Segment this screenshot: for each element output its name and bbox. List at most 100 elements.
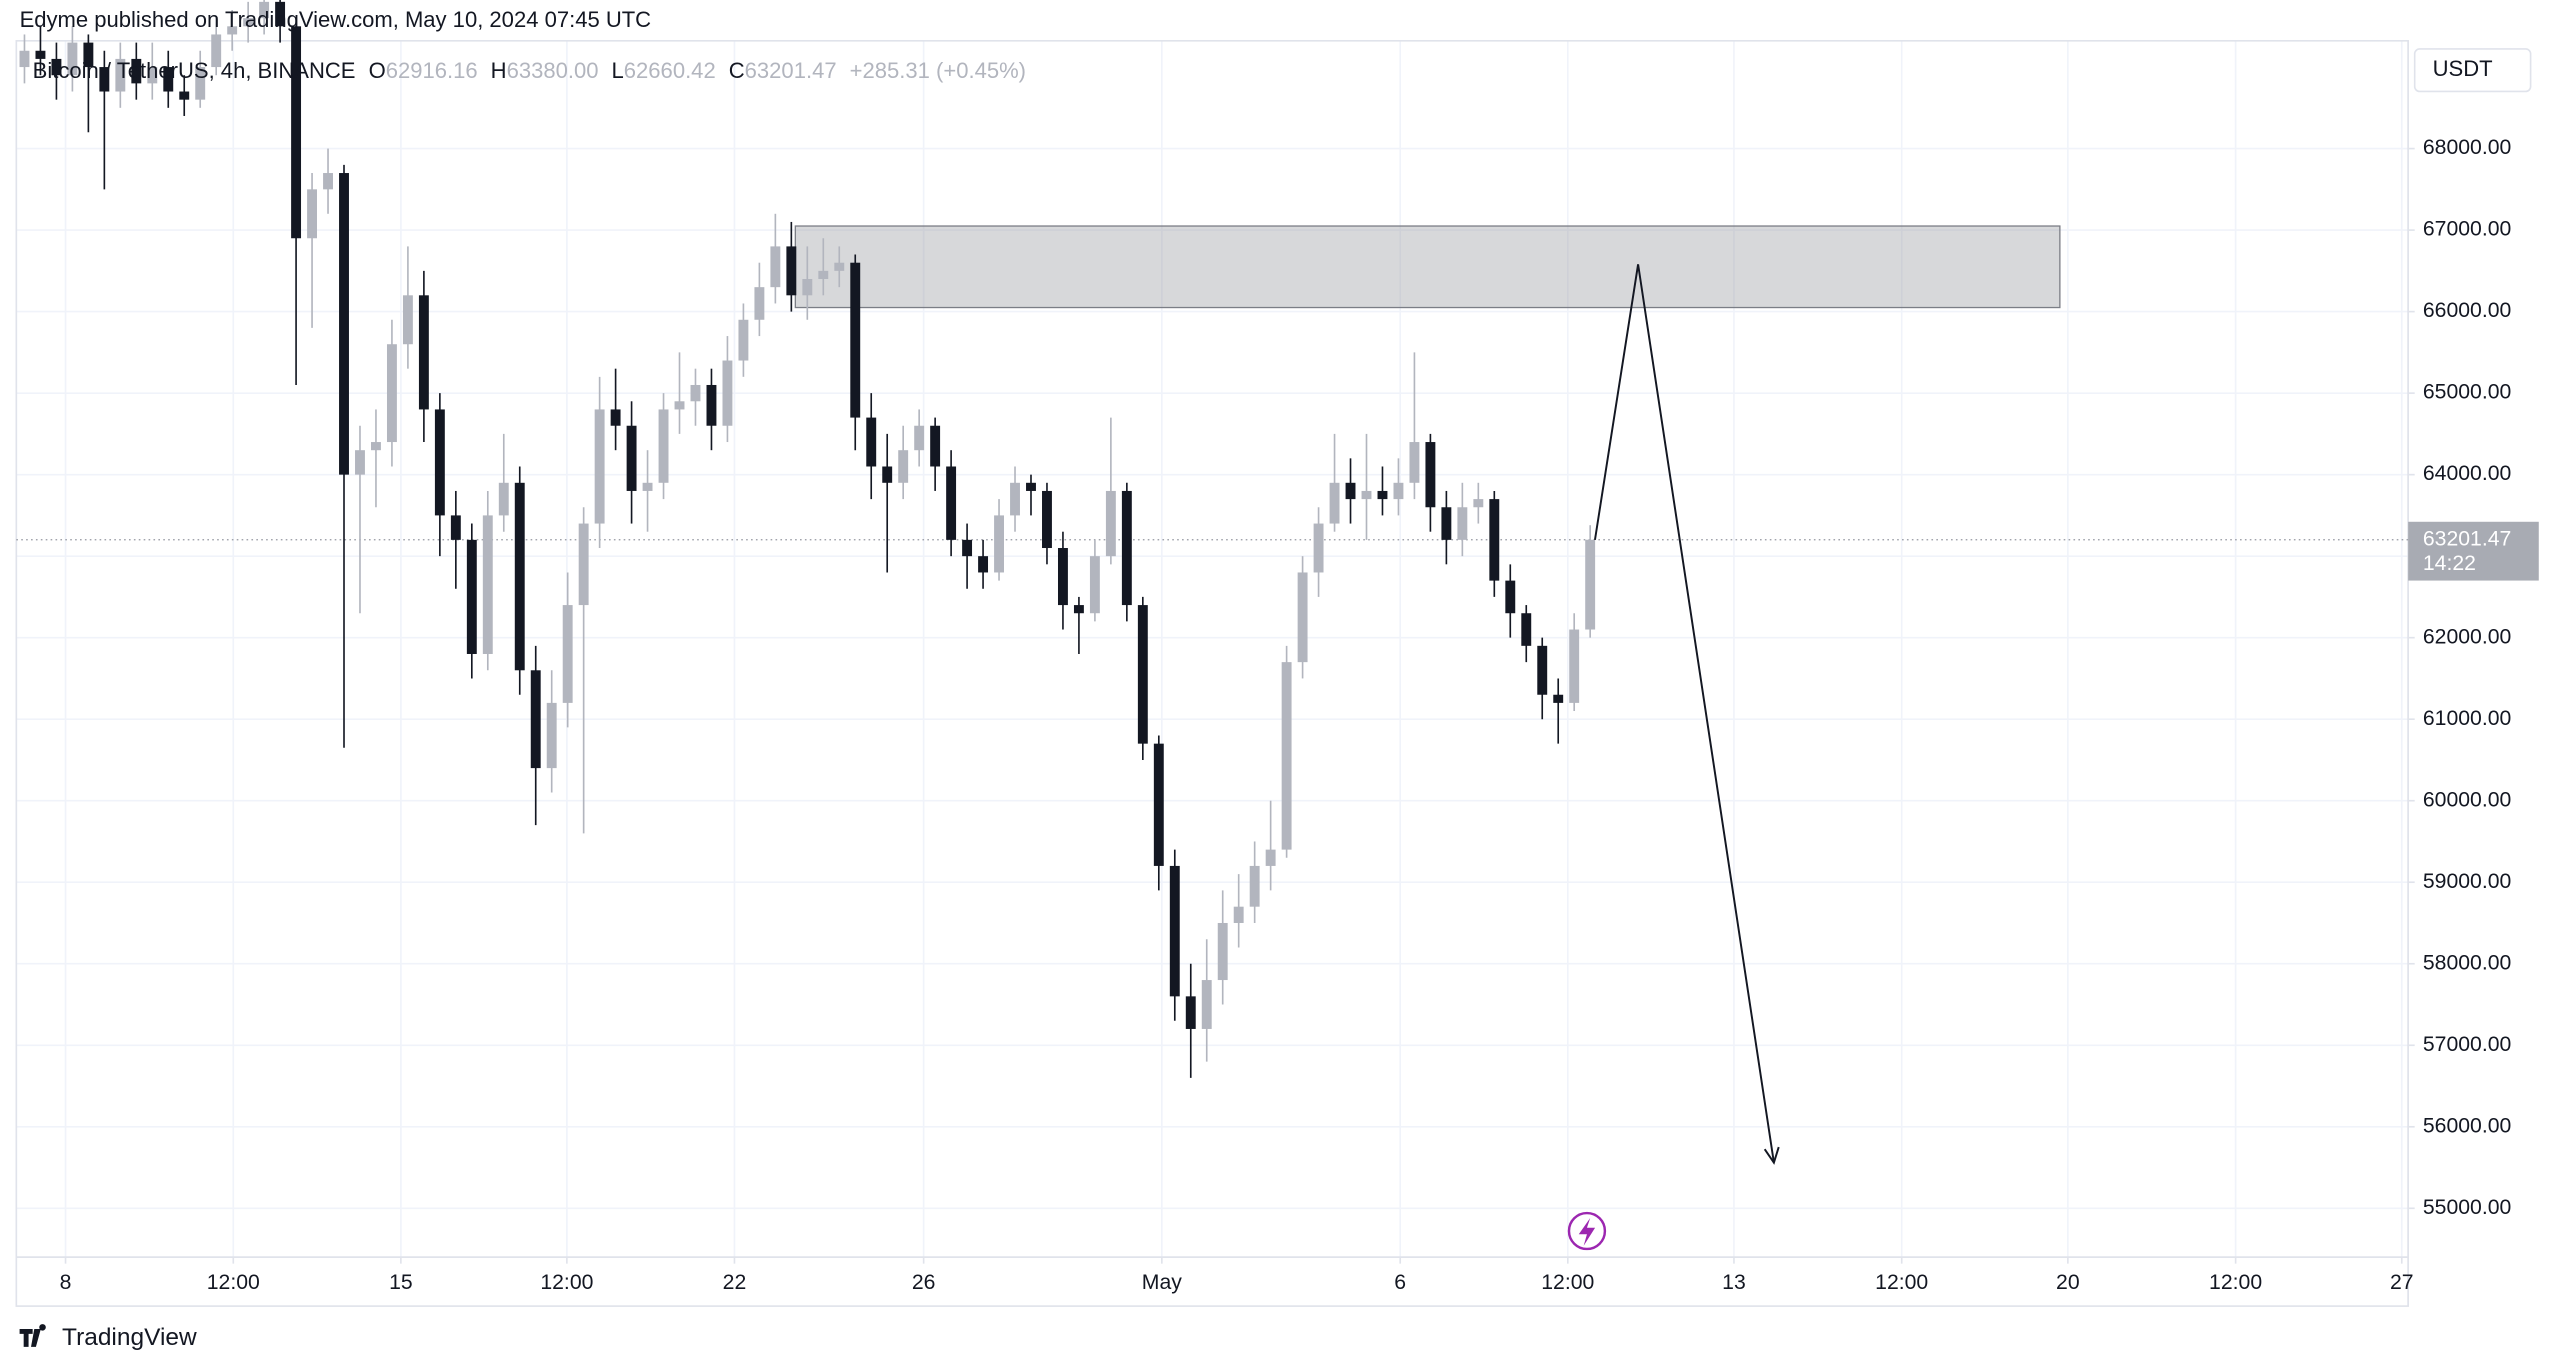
x-tick-label: 15 bbox=[389, 1271, 413, 1294]
legend-item: L bbox=[612, 58, 624, 83]
candle-body bbox=[994, 515, 1004, 573]
event-icon[interactable] bbox=[1567, 1211, 1607, 1251]
candle-body bbox=[1297, 572, 1308, 663]
legend: Bitcoin / TetherUS, 4h, BINANCE O62916.16… bbox=[33, 58, 1026, 83]
candle-body bbox=[1505, 580, 1516, 614]
y-tick-label: 55000.00 bbox=[2423, 1196, 2512, 1219]
candle-body bbox=[211, 34, 222, 68]
y-tick-label: 68000.00 bbox=[2423, 136, 2512, 159]
y-tick-label: 61000.00 bbox=[2423, 707, 2512, 730]
candle-body bbox=[770, 246, 781, 288]
candle-body bbox=[386, 344, 397, 443]
candle-body bbox=[163, 67, 174, 92]
candle-body bbox=[530, 670, 541, 769]
x-tick-label: 13 bbox=[1722, 1271, 1746, 1294]
candle-body bbox=[51, 58, 62, 76]
x-tick-label: May bbox=[1142, 1271, 1182, 1294]
candle-body bbox=[674, 401, 685, 410]
candle-body bbox=[786, 246, 797, 296]
legend-item: 62916.16 bbox=[386, 58, 478, 83]
candle-body bbox=[1489, 499, 1500, 581]
currency-button[interactable] bbox=[2413, 48, 2532, 93]
candle-body bbox=[1345, 482, 1356, 500]
labels: 55000.00 56000.00 57000.00 58000.00 59000.00… bbox=[33, 58, 2539, 1294]
candle-body bbox=[1105, 490, 1116, 557]
candle-body bbox=[418, 295, 429, 410]
candle-body bbox=[514, 482, 525, 671]
x-tick-label: 20 bbox=[2056, 1271, 2080, 1294]
legend-item: O bbox=[369, 58, 386, 83]
x-tick-label: 22 bbox=[723, 1271, 747, 1294]
candle-body bbox=[1201, 980, 1212, 1029]
candle-body bbox=[339, 173, 349, 475]
candle-body bbox=[1329, 482, 1340, 524]
candle-body bbox=[1361, 490, 1372, 500]
candle-body bbox=[1473, 499, 1484, 508]
y-tick-label: 59000.00 bbox=[2423, 870, 2512, 893]
x-tick-label: 12:00 bbox=[540, 1271, 593, 1294]
brand: TradingView bbox=[62, 1324, 197, 1351]
legend-item: H bbox=[491, 58, 507, 83]
candle-body bbox=[1057, 548, 1068, 606]
y-tick-label: 58000.00 bbox=[2423, 951, 2512, 974]
candle-body bbox=[946, 466, 957, 540]
x-tick-label: 8 bbox=[60, 1271, 72, 1294]
candle-body bbox=[706, 384, 717, 426]
x-tick-label: 6 bbox=[1394, 1271, 1406, 1294]
candle-body bbox=[578, 523, 589, 606]
candle-body bbox=[1185, 996, 1196, 1029]
candle-body bbox=[882, 466, 893, 483]
candle-body bbox=[802, 279, 813, 296]
projection-arrowhead bbox=[1763, 1146, 1780, 1165]
candle-body bbox=[1393, 482, 1404, 500]
candle-body bbox=[99, 67, 110, 92]
y-tick-label: 67000.00 bbox=[2423, 218, 2512, 241]
candle-body bbox=[914, 425, 925, 451]
candle-body bbox=[482, 515, 493, 654]
x-tick-label: 12:00 bbox=[207, 1271, 260, 1294]
candle-body bbox=[1042, 490, 1052, 549]
candle-body bbox=[1233, 906, 1244, 923]
candle-body bbox=[115, 58, 126, 92]
candle-body bbox=[67, 42, 78, 76]
x-tick-label: 12:00 bbox=[2209, 1271, 2262, 1294]
candle-body bbox=[466, 539, 477, 654]
countdown: 14:22 bbox=[2423, 552, 2476, 575]
last-price-box bbox=[2408, 521, 2539, 581]
candle-body bbox=[546, 702, 557, 769]
candle-body bbox=[147, 67, 158, 84]
candle-body bbox=[131, 58, 142, 84]
candle-body bbox=[1441, 507, 1452, 540]
currency[interactable]: USDT bbox=[2433, 56, 2493, 81]
candle-body bbox=[1169, 865, 1180, 997]
candle-body bbox=[722, 360, 733, 426]
candle-body bbox=[434, 409, 445, 516]
candle-body bbox=[850, 262, 861, 418]
brand-logo bbox=[19, 1324, 46, 1347]
candle-body bbox=[1537, 645, 1548, 695]
last-price-label: 63201.47 bbox=[2423, 527, 2512, 550]
grid bbox=[16, 40, 2415, 1264]
candle-body bbox=[83, 42, 94, 68]
candle-body bbox=[962, 539, 973, 557]
candle-body bbox=[1121, 490, 1132, 606]
candle-body bbox=[978, 556, 989, 573]
candle-body bbox=[323, 173, 333, 190]
candle-body bbox=[818, 270, 829, 280]
x-tick-label: 26 bbox=[912, 1271, 936, 1294]
candle-body bbox=[866, 417, 877, 467]
candle-body bbox=[1585, 539, 1596, 630]
plot bbox=[16, 0, 2409, 1165]
candle-body bbox=[243, 18, 254, 27]
legend-item: C bbox=[729, 58, 745, 83]
candle-body bbox=[355, 450, 365, 475]
candle-body bbox=[594, 409, 605, 524]
candle-body bbox=[1281, 662, 1292, 850]
candle-body bbox=[450, 515, 461, 540]
projection-line bbox=[1593, 264, 1775, 1163]
candle-body bbox=[1521, 613, 1532, 646]
y-tick-label: 64000.00 bbox=[2423, 462, 2512, 485]
candle-body bbox=[1153, 743, 1164, 866]
